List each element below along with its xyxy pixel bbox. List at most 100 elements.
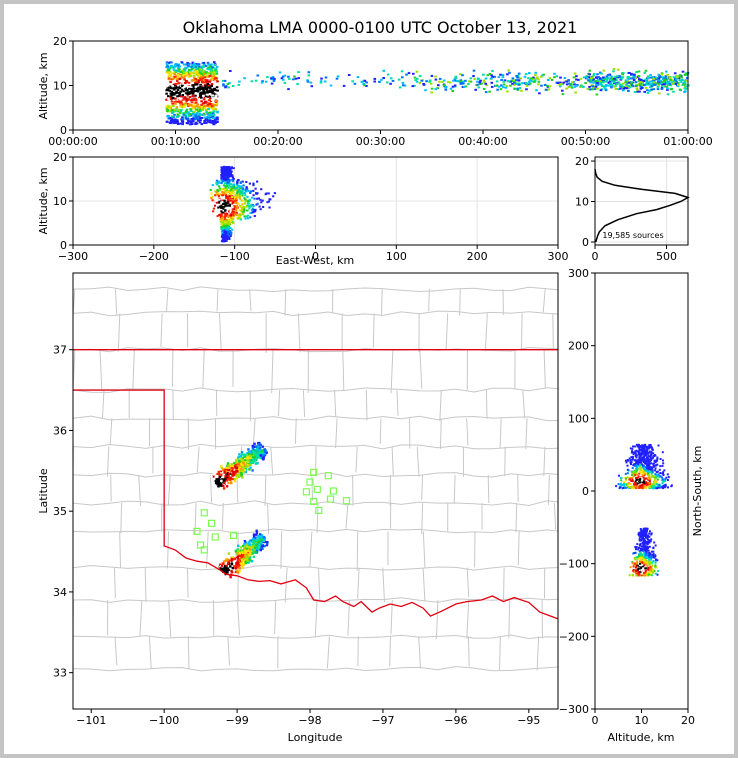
source-point xyxy=(616,68,620,71)
county-line xyxy=(440,418,442,449)
source-point xyxy=(228,218,231,221)
source-point xyxy=(652,568,655,571)
source-point xyxy=(664,85,667,88)
source-point xyxy=(210,67,214,70)
source-point xyxy=(638,553,641,556)
source-point xyxy=(674,78,678,81)
source-point xyxy=(223,235,226,237)
source-point xyxy=(467,83,470,86)
source-point xyxy=(242,184,245,187)
source-point xyxy=(213,472,216,476)
source-point xyxy=(663,80,666,83)
source-point xyxy=(172,66,176,69)
source-point xyxy=(226,233,229,236)
source-point xyxy=(681,79,684,81)
source-point xyxy=(234,566,238,570)
source-point xyxy=(644,574,646,577)
source-point xyxy=(222,202,225,205)
altitude-eastwest-xlabel: East-West, km xyxy=(276,254,354,267)
source-point xyxy=(635,459,638,462)
source-point xyxy=(306,80,310,83)
source-point xyxy=(230,200,233,203)
source-point xyxy=(199,85,202,88)
source-point xyxy=(616,76,619,79)
source-point xyxy=(501,74,505,76)
county-line xyxy=(249,390,252,422)
source-point xyxy=(646,457,648,460)
source-point xyxy=(250,548,253,552)
source-point xyxy=(453,79,457,82)
source-point xyxy=(256,461,259,465)
source-point xyxy=(660,83,664,86)
source-point xyxy=(516,74,520,77)
source-point xyxy=(183,112,186,115)
source-point xyxy=(197,119,200,122)
source-point xyxy=(190,72,194,75)
source-point xyxy=(183,72,187,75)
source-point xyxy=(222,487,226,490)
lma-stations xyxy=(193,468,351,554)
source-point xyxy=(638,531,641,534)
source-point xyxy=(166,110,169,113)
station-marker xyxy=(208,519,216,527)
source-point xyxy=(639,449,642,451)
source-point xyxy=(237,567,241,570)
source-point xyxy=(437,84,440,87)
source-point xyxy=(196,103,200,106)
source-point xyxy=(262,453,265,457)
altitude-eastwest-ylabel: Altitude, km xyxy=(37,167,50,234)
altitude-time-sources xyxy=(165,61,690,126)
source-point xyxy=(220,227,223,230)
source-point xyxy=(226,236,230,239)
county-line xyxy=(390,349,394,394)
source-point xyxy=(508,71,511,74)
source-point xyxy=(211,184,214,187)
source-point xyxy=(212,105,216,108)
source-point xyxy=(197,77,200,80)
source-point xyxy=(247,450,251,454)
source-point xyxy=(638,458,641,460)
source-point xyxy=(459,82,463,84)
source-point xyxy=(223,470,226,473)
source-point xyxy=(224,182,227,185)
source-point xyxy=(246,196,249,198)
source-point xyxy=(243,192,246,195)
source-point xyxy=(648,545,651,548)
source-point xyxy=(609,83,612,86)
source-point xyxy=(599,89,603,92)
source-point xyxy=(642,79,645,82)
source-point xyxy=(407,72,411,75)
source-point xyxy=(227,562,230,565)
source-point xyxy=(630,456,633,459)
source-point xyxy=(253,540,256,543)
source-point xyxy=(645,470,648,473)
source-point xyxy=(663,77,666,80)
source-point xyxy=(200,73,204,76)
source-point xyxy=(230,187,233,190)
source-point xyxy=(255,549,259,553)
source-point xyxy=(612,80,615,83)
source-point xyxy=(223,192,226,195)
source-point xyxy=(651,457,654,460)
source-point xyxy=(232,167,235,170)
source-point xyxy=(644,462,647,465)
source-point xyxy=(215,104,218,107)
source-point xyxy=(211,71,214,74)
source-point xyxy=(634,558,637,561)
source-point xyxy=(639,452,642,455)
source-point xyxy=(250,203,253,206)
source-point xyxy=(179,105,182,108)
source-point xyxy=(257,197,260,200)
source-point xyxy=(227,186,230,189)
source-point xyxy=(238,209,241,212)
source-point xyxy=(206,96,210,98)
plan-view-ytick-label: 34 xyxy=(53,586,67,599)
source-point xyxy=(464,79,467,82)
source-point xyxy=(181,116,184,119)
source-point xyxy=(217,484,221,487)
source-point xyxy=(637,477,639,480)
source-point xyxy=(643,571,646,574)
source-point xyxy=(220,210,223,213)
source-point xyxy=(652,475,655,478)
source-point xyxy=(420,79,423,82)
